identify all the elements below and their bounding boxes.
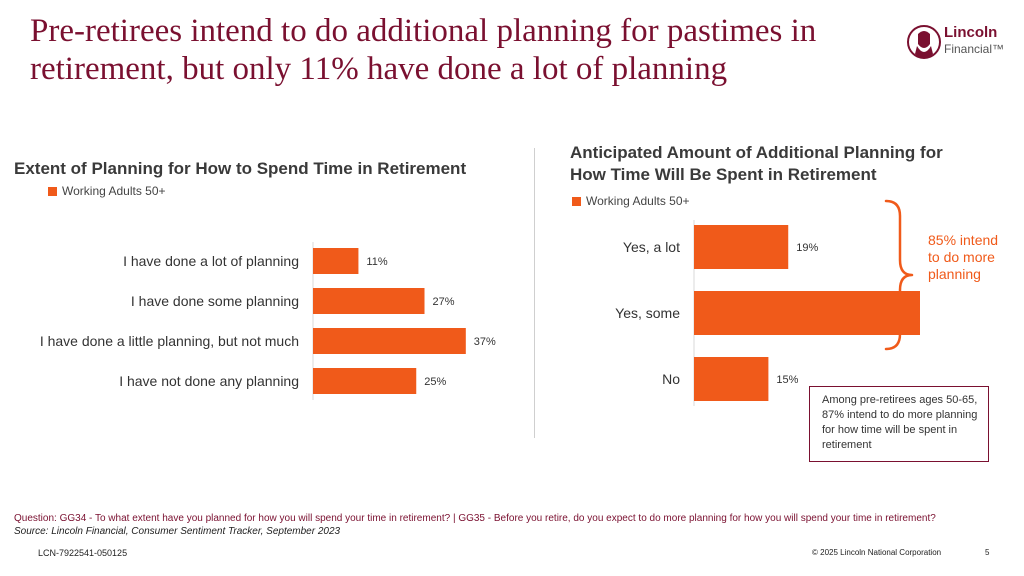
legend-label: Working Adults 50+ <box>586 194 690 208</box>
logo-name: Lincoln <box>944 24 998 41</box>
bar <box>313 248 359 274</box>
brace-icon <box>884 199 914 351</box>
slide-title: Pre-retirees intend to do additional pla… <box>30 13 817 87</box>
divider <box>534 148 535 438</box>
source-text: Source: Lincoln Financial, Consumer Sent… <box>14 526 341 537</box>
copyright: © 2025 Lincoln National Corporation <box>812 548 942 557</box>
bar <box>313 328 466 354</box>
bar <box>694 291 920 335</box>
note-box: Among pre-retirees ages 50-65, 87% inten… <box>809 386 989 462</box>
question-text: Question: GG34 - To what extent have you… <box>14 513 936 524</box>
logo-wordmark: Lincoln Financial™ <box>944 25 1004 57</box>
legend-swatch <box>572 196 581 206</box>
brace-label: 85% intend to do more planning <box>928 232 999 282</box>
chart-right-legend: Working Adults 50+ <box>572 194 690 208</box>
logo-sub: Financial™ <box>944 42 1005 56</box>
chart-left-legend: Working Adults 50+ <box>48 184 166 198</box>
category-label: I have done a little planning, but not m… <box>40 333 299 349</box>
data-label: 11% <box>366 256 387 268</box>
data-label: 27% <box>433 296 455 308</box>
chart-left: I have done a lot of planning 11% I have d… <box>40 242 496 400</box>
data-label: 37% <box>474 336 496 348</box>
bar <box>313 368 417 394</box>
page-number: 5 <box>985 548 990 557</box>
lincoln-logo-icon <box>907 25 941 59</box>
bar <box>313 288 425 314</box>
category-label: Yes, a lot <box>623 239 680 255</box>
category-label: Yes, some <box>615 305 680 321</box>
category-label: I have not done any planning <box>119 373 299 389</box>
legend-label: Working Adults 50+ <box>62 184 166 198</box>
category-label: I have done a lot of planning <box>123 253 299 269</box>
category-label: No <box>662 371 680 387</box>
data-label: 15% <box>776 374 798 386</box>
document-code: LCN-7922541-050125 <box>38 548 128 558</box>
data-label: 25% <box>424 376 446 388</box>
data-label: 19% <box>796 242 818 254</box>
category-label: I have done some planning <box>131 293 299 309</box>
chart-left-title: Extent of Planning for How to Spend Time… <box>14 159 467 178</box>
legend-swatch <box>48 186 57 196</box>
bar <box>694 225 789 269</box>
chart-right-title: Anticipated Amount of Additional Plannin… <box>570 143 943 184</box>
bar <box>694 357 769 401</box>
